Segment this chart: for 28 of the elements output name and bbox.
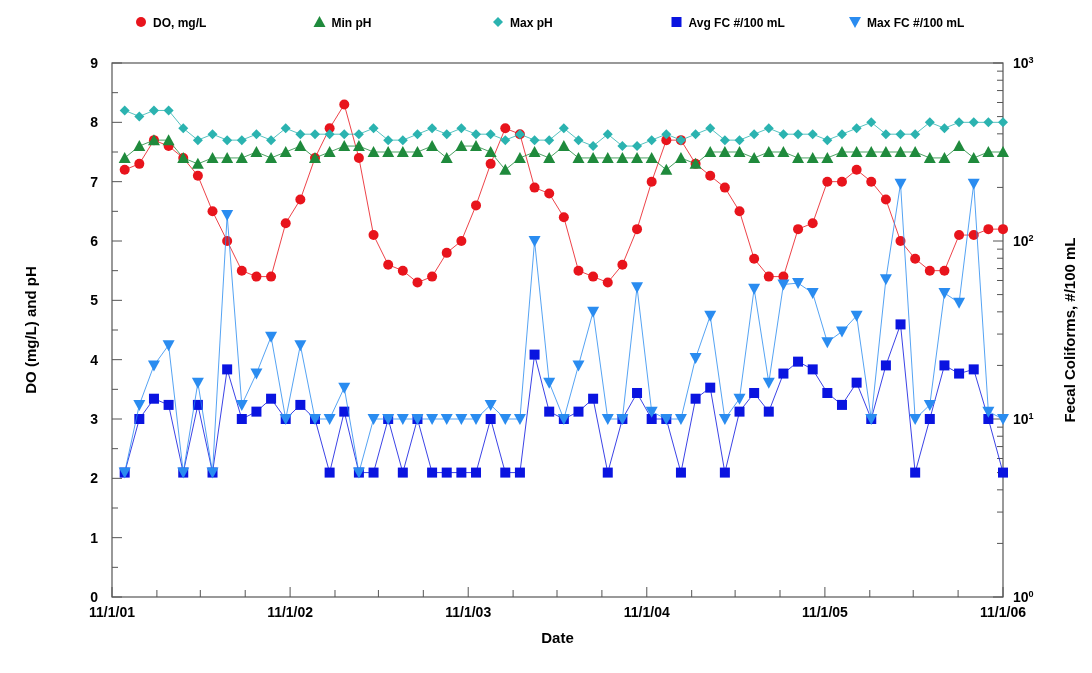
x-tick-label: 11/1/05 <box>801 604 849 620</box>
y2-tick-label: 10$^{1}$ <box>1013 411 1034 427</box>
x-tick-label: 11/1/06 <box>980 604 1027 620</box>
y-tick-label: 7 <box>90 173 99 190</box>
legend-label: Min pH <box>331 16 372 30</box>
x-tick-label: 11/1/03 <box>445 604 492 620</box>
x-axis-title: Date <box>541 629 574 646</box>
x-tick-label: 11/1/01 <box>89 604 136 620</box>
x-tick-label: 11/1/02 <box>267 604 314 620</box>
y-tick-label: 3 <box>90 411 99 427</box>
y2-tick-label: 10$^{3}$ <box>1013 55 1034 71</box>
legend-label: Max pH <box>510 16 553 30</box>
legend-label: Avg FC #/100 mL <box>688 16 785 30</box>
y-tick-label: 1 <box>90 529 99 546</box>
y2-tick-label: 10$^{2}$ <box>1013 233 1034 249</box>
y-axis-title: DO (mg/L) and pH <box>22 266 39 394</box>
y-tick-label: 6 <box>90 233 99 249</box>
y-tick-label: 0 <box>90 589 99 605</box>
legend-label: DO, mg/L <box>153 16 207 30</box>
y-tick-label: 9 <box>90 55 99 71</box>
y-tick-label: 4 <box>90 351 99 368</box>
y-tick-label: 5 <box>90 292 99 309</box>
y2-axis-title: Fecal Coliforms, #/100 mL <box>1061 237 1078 423</box>
y2-tick-label: 10$^{0}$ <box>1013 589 1034 605</box>
y-tick-label: 8 <box>90 114 99 131</box>
legend-label: Max FC #/100 mL <box>867 16 965 30</box>
y-tick-label: 2 <box>90 470 99 487</box>
x-tick-label: 11/1/04 <box>623 604 670 620</box>
